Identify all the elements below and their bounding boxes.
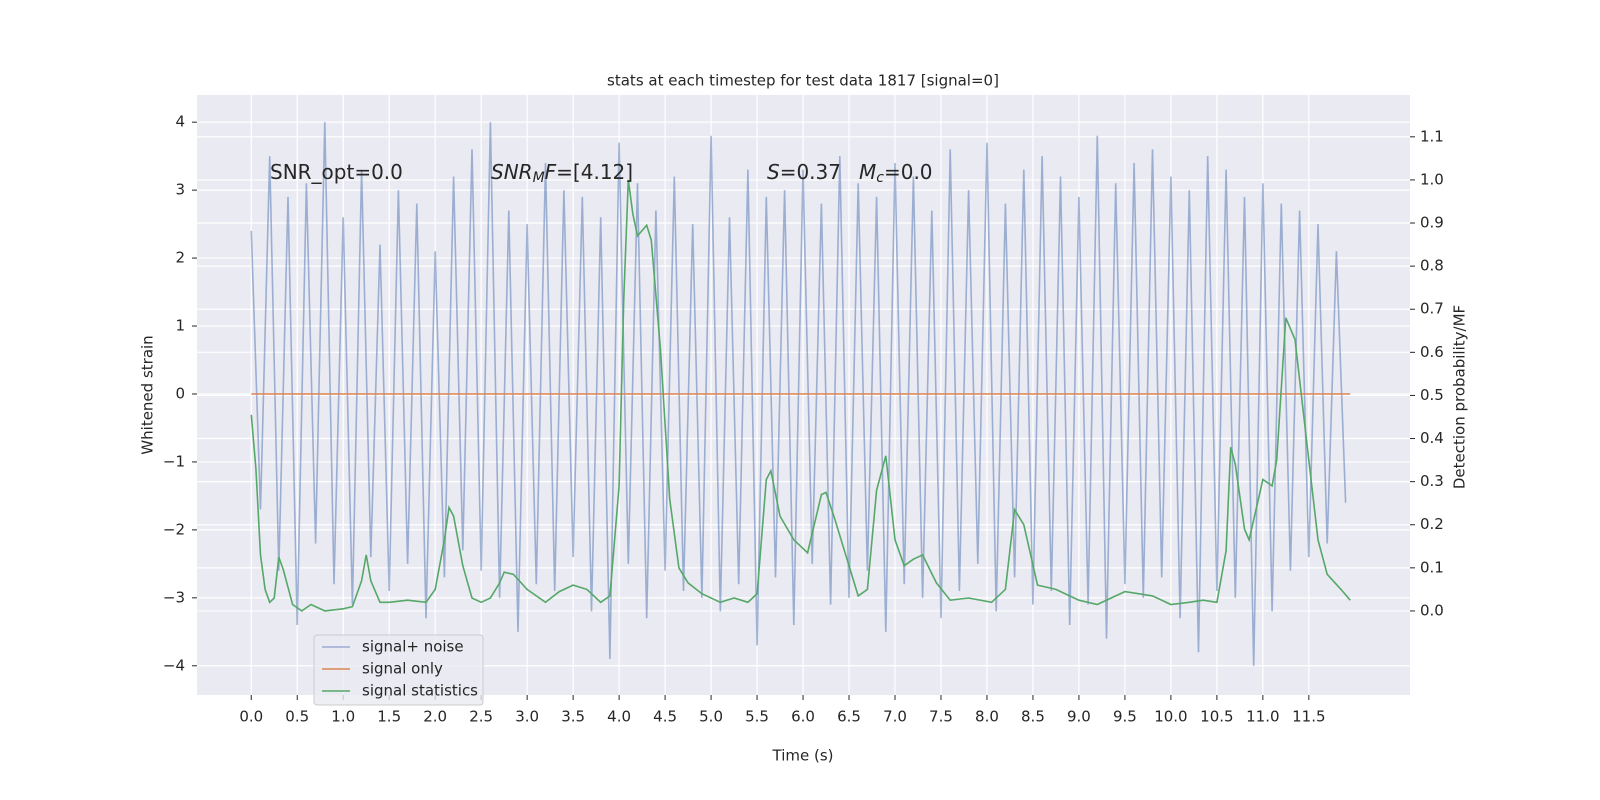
y-tick-label: 0 [175, 384, 185, 402]
y2-tick-label: 0.4 [1420, 429, 1444, 447]
y2-tick-label: 0.3 [1420, 472, 1444, 490]
y-tick-label: 2 [175, 249, 185, 267]
x-tick-label: 7.0 [883, 708, 907, 726]
annotation: S=0.37 [767, 160, 841, 184]
y-tick-label: −2 [163, 520, 185, 538]
annotation-part: =0.0 [884, 160, 933, 184]
annotation-part: SNR [491, 160, 533, 184]
y-axis-label: Whitened strain [139, 335, 157, 454]
x-tick-label: 6.0 [791, 708, 815, 726]
legend-box [313, 634, 484, 706]
x-tick-label: 4.5 [653, 708, 677, 726]
y-tick-label: 1 [175, 317, 185, 335]
y2-tick-label: 0.2 [1420, 515, 1444, 533]
x-tick-label: 8.5 [1021, 708, 1045, 726]
x-tick-label: 3.5 [561, 708, 585, 726]
x-tick-label: 8.0 [975, 708, 999, 726]
x-tick-label: 0.0 [239, 708, 263, 726]
x-tick-label: 1.0 [331, 708, 355, 726]
axes: 0.0 0.5 1.0 1.5 2.0 2.5 3.0 3.5 4.0 4.5 5.0 5.5 6.0 6… [163, 113, 1444, 726]
x-tick-label: 9.0 [1067, 708, 1091, 726]
y-tick-label: 3 [175, 181, 185, 199]
x-tick-label: 6.5 [837, 708, 861, 726]
annotation-part: F [545, 160, 557, 184]
annotation-part: =0.37 [780, 160, 841, 184]
y-tick-label: −1 [163, 452, 185, 470]
annotation-part: =[4.12] [556, 160, 633, 184]
annotation-part: S [767, 160, 780, 184]
series-line [250, 179, 1351, 612]
marks [250, 122, 1351, 666]
legend-label: signal statistics [362, 682, 478, 700]
chart-title: stats at each timestep for test data 181… [607, 72, 999, 90]
annotation-part: M [859, 160, 876, 184]
annotation-part: c [876, 170, 884, 186]
x-tick-label: 0.5 [285, 708, 309, 726]
y2-tick-label: 1.0 [1420, 170, 1444, 188]
y2-axis-label: Detection probability/MF [1451, 305, 1469, 489]
y-tick-label: 4 [175, 113, 185, 131]
x-tick-label: 7.5 [929, 708, 953, 726]
x-tick-label: 5.5 [745, 708, 769, 726]
y2-tick-label: 1.1 [1420, 127, 1444, 145]
legend-label: signal+ noise [362, 638, 464, 656]
x-tick-label: 10.0 [1154, 708, 1187, 726]
annotation: SNRMF=[4.12] [491, 160, 633, 187]
y2-tick-label: 0.0 [1420, 601, 1444, 619]
y2-tick-label: 0.9 [1420, 214, 1444, 232]
x-tick-label: 9.5 [1113, 708, 1137, 726]
y2-tick-label: 0.1 [1420, 558, 1444, 576]
x-tick-label: 2.0 [423, 708, 447, 726]
legend: signal+ noise signal only signal statistic… [313, 634, 484, 706]
annotation-part: M [533, 170, 545, 186]
series-line [250, 122, 1347, 666]
x-axis-label: Time (s) [772, 747, 834, 765]
annotation: Mc=0.0 [859, 160, 933, 187]
legend-label: signal only [362, 660, 443, 678]
x-tick-label: 5.0 [699, 708, 723, 726]
x-tick-label: 10.5 [1200, 708, 1233, 726]
annotation: SNR_opt=0.0 [270, 160, 403, 184]
y2-tick-label: 0.8 [1420, 257, 1444, 275]
y-tick-label: −4 [163, 656, 185, 674]
x-tick-label: 1.5 [377, 708, 401, 726]
annotation-part: SNR_opt=0.0 [270, 160, 403, 184]
y2-tick-label: 0.6 [1420, 343, 1444, 361]
x-tick-label: 3.0 [515, 708, 539, 726]
x-tick-label: 2.5 [469, 708, 493, 726]
x-tick-label: 11.0 [1246, 708, 1279, 726]
y2-tick-label: 0.5 [1420, 386, 1444, 404]
x-tick-label: 4.0 [607, 708, 631, 726]
y2-tick-label: 0.7 [1420, 300, 1444, 318]
y-tick-label: −3 [163, 588, 185, 606]
x-tick-label: 11.5 [1292, 708, 1325, 726]
